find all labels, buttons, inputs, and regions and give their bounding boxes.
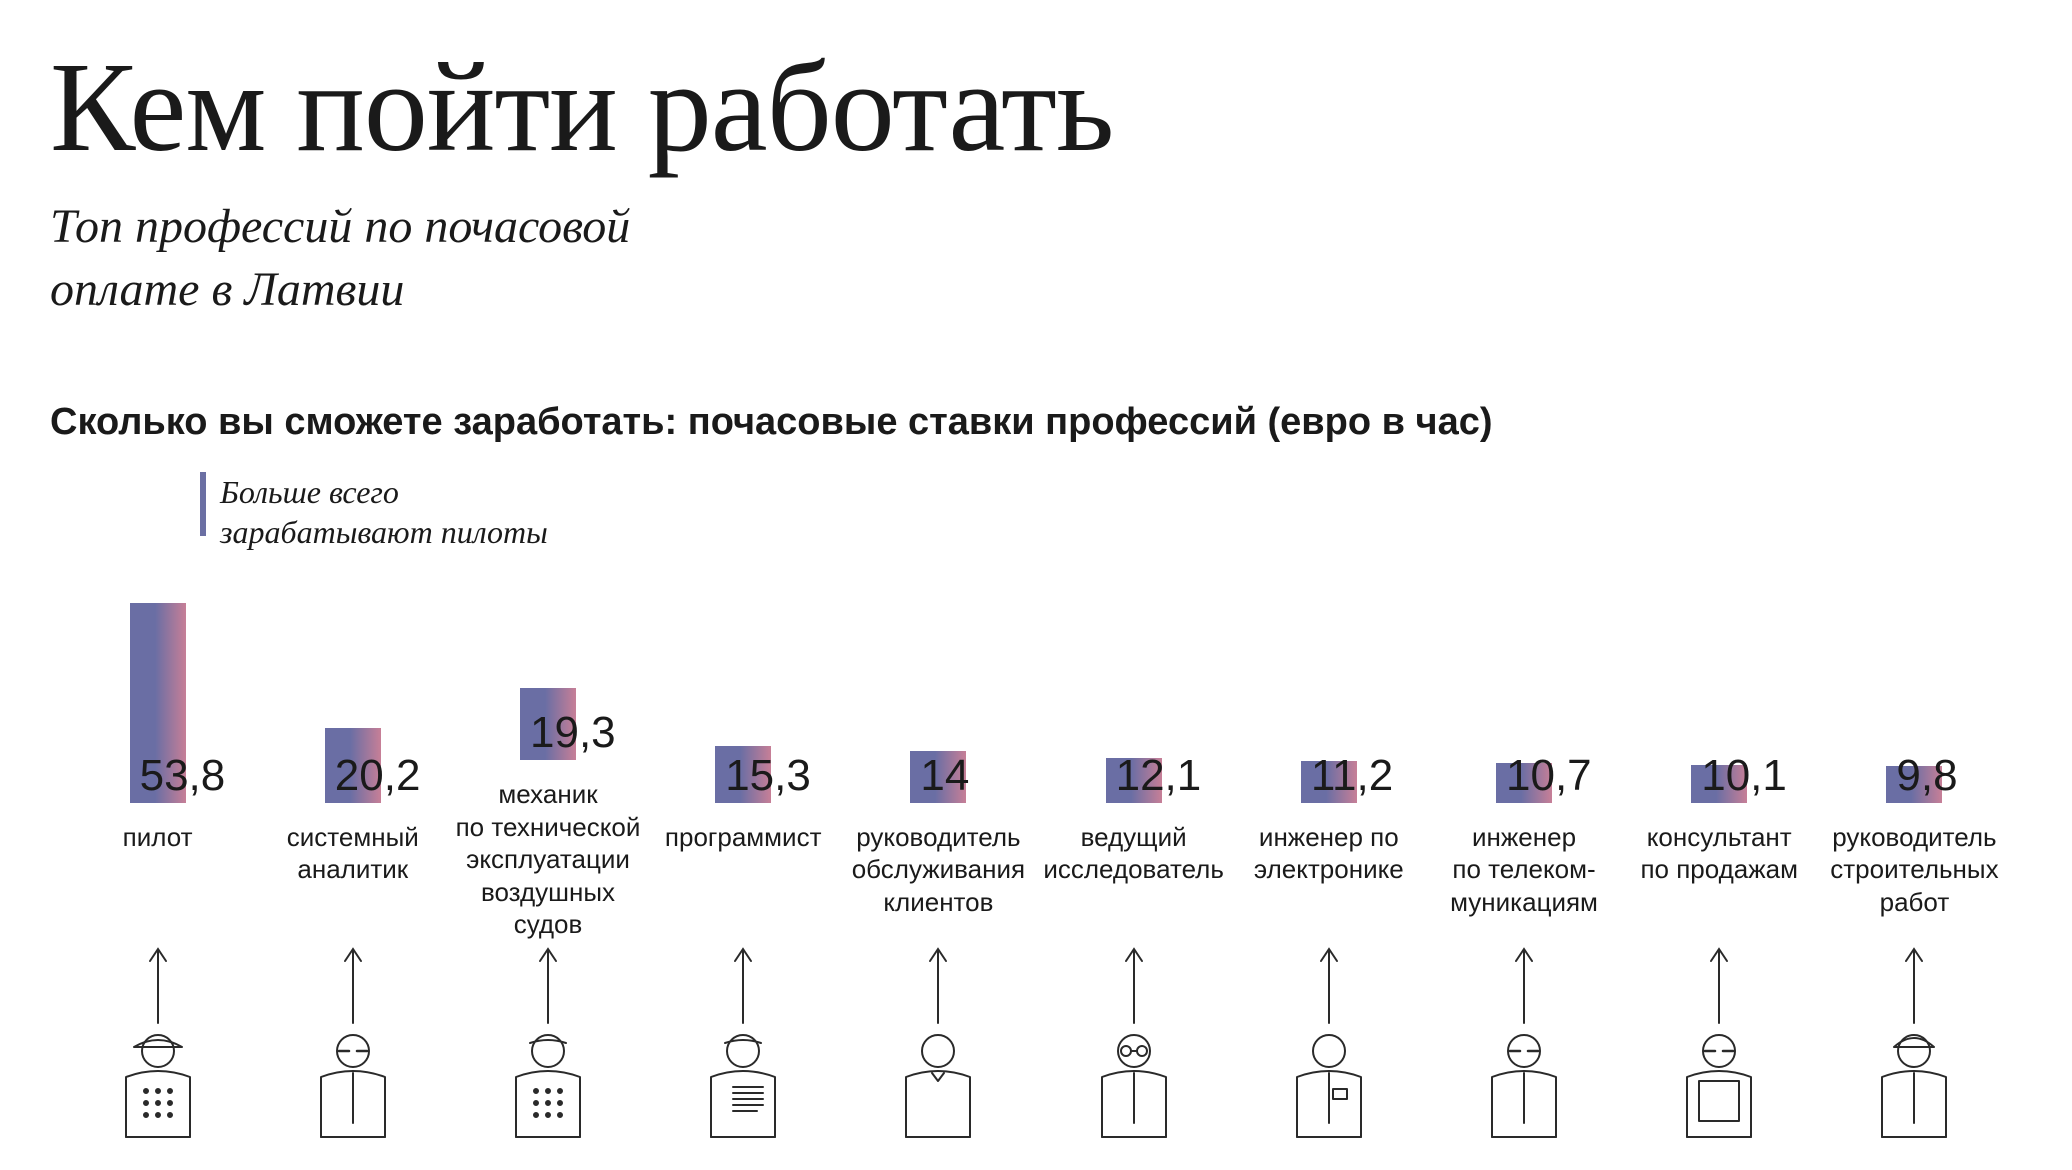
profession-label: инженерпо телеком-муникациям — [1450, 821, 1598, 941]
bar-value-label: 10,7 — [1506, 751, 1592, 801]
profession-label: системныйаналитик — [287, 821, 419, 941]
profession-label-line: руководитель — [1832, 822, 1996, 852]
profession-label-line: воздушных судов — [481, 877, 615, 940]
profession-label-line: программист — [665, 822, 822, 852]
chart-column: 14 руководительобслуживанияклиентов — [841, 603, 1036, 1139]
subtitle-line: оплате в Латвии — [50, 263, 404, 316]
bar-value-label: 11,2 — [1311, 751, 1393, 801]
up-arrow-icon — [1317, 945, 1341, 1025]
profession-label-line: электронике — [1254, 854, 1404, 884]
profession-label-line: по телеком- — [1452, 854, 1595, 884]
annotation-text: Больше всего зарабатывают пилоты — [220, 472, 548, 552]
up-arrow-icon — [1512, 945, 1536, 1025]
up-arrow-icon — [926, 945, 950, 1025]
bar-wrap: 12,1 — [1036, 603, 1231, 803]
person-figure-icon — [98, 1029, 218, 1139]
chart-column: 15,3 программист — [646, 603, 841, 1139]
chart-column: 19,3 механикпо техническойэксплуатациивоз… — [450, 560, 645, 1139]
hourly-rate-chart: 53,8 пилот 20,2 системныйаналитик 19,3 механи… — [50, 560, 2022, 1139]
bar-value-label: 15,3 — [725, 751, 811, 801]
bar-value-label: 19,3 — [530, 708, 616, 758]
person-figure-icon — [683, 1029, 803, 1139]
annotation-marker — [200, 472, 206, 536]
profession-label-line: консультант — [1647, 822, 1792, 852]
profession-label: руководительстроительныхработ — [1830, 821, 1998, 941]
profession-label-line: инженер по — [1259, 822, 1399, 852]
profession-label: механикпо техническойэксплуатациивоздушн… — [450, 778, 645, 941]
person-figure-icon — [1464, 1029, 1584, 1139]
profession-label-line: инженер — [1472, 822, 1576, 852]
profession-label-line: исследователь — [1043, 854, 1224, 884]
person-figure-icon — [1269, 1029, 1389, 1139]
person-figure-icon — [293, 1029, 413, 1139]
chart-annotation: Больше всего зарабатывают пилоты — [200, 472, 2022, 552]
profession-label-line: аналитик — [297, 854, 408, 884]
up-arrow-icon — [341, 945, 365, 1025]
bar-wrap: 11,2 — [1231, 603, 1426, 803]
profession-label-line: пилот — [123, 822, 193, 852]
profession-label-line: ведущий — [1081, 822, 1187, 852]
profession-label: ведущийисследователь — [1043, 821, 1224, 941]
page-subtitle: Топ профессий по почасовой оплате в Латв… — [50, 196, 2022, 321]
bar-wrap: 20,2 — [255, 603, 450, 803]
profession-label-line: эксплуатации — [466, 844, 630, 874]
up-arrow-icon — [1122, 945, 1146, 1025]
person-figure-icon — [1854, 1029, 1974, 1139]
profession-label: руководительобслуживанияклиентов — [852, 821, 1025, 941]
profession-label: инженер поэлектронике — [1254, 821, 1404, 941]
person-figure-icon — [488, 1029, 608, 1139]
chart-column: 10,1 консультантпо продажам — [1622, 603, 1817, 1139]
profession-label-line: обслуживания — [852, 854, 1025, 884]
bar-wrap: 14 — [841, 603, 1036, 803]
chart-column: 20,2 системныйаналитик — [255, 603, 450, 1139]
profession-label: консультантпо продажам — [1640, 821, 1798, 941]
profession-label-line: по технической — [456, 812, 641, 842]
person-figure-icon — [1659, 1029, 1779, 1139]
bar-wrap: 53,8 — [60, 603, 255, 803]
page-title: Кем пойти работать — [50, 40, 2022, 174]
subtitle-line: Топ профессий по почасовой — [50, 200, 630, 253]
annotation-line: Больше всего — [220, 474, 399, 510]
profession-label-line: по продажам — [1640, 854, 1798, 884]
profession-label-line: системный — [287, 822, 419, 852]
up-arrow-icon — [536, 945, 560, 1025]
bar-wrap: 9,8 — [1817, 603, 2012, 803]
bar-value-label: 12,1 — [1116, 751, 1202, 801]
bar-value-label: 10,1 — [1701, 751, 1787, 801]
infographic-page: Кем пойти работать Топ профессий по поча… — [0, 0, 2072, 1139]
up-arrow-icon — [731, 945, 755, 1025]
chart-column: 9,8 руководительстроительныхработ — [1817, 603, 2012, 1139]
person-figure-icon — [1074, 1029, 1194, 1139]
bar-wrap: 15,3 — [646, 603, 841, 803]
profession-label: пилот — [123, 821, 193, 941]
bar-value-label: 20,2 — [335, 751, 421, 801]
annotation-line: зарабатывают пилоты — [220, 514, 548, 550]
chart-column: 12,1 ведущийисследователь — [1036, 603, 1231, 1139]
profession-label-line: работ — [1880, 887, 1950, 917]
section-heading: Сколько вы сможете заработать: почасовые… — [50, 401, 2022, 444]
bar-wrap: 19,3 — [450, 560, 645, 760]
profession-label-line: руководитель — [856, 822, 1020, 852]
up-arrow-icon — [146, 945, 170, 1025]
profession-label-line: муникациям — [1450, 887, 1598, 917]
bar-wrap: 10,7 — [1426, 603, 1621, 803]
chart-column: 53,8 пилот — [60, 603, 255, 1139]
bar-wrap: 10,1 — [1622, 603, 1817, 803]
profession-label-line: механик — [498, 779, 597, 809]
bar-value-label: 53,8 — [140, 751, 226, 801]
profession-label-line: строительных — [1830, 854, 1998, 884]
bar-value-label: 9,8 — [1896, 751, 1957, 801]
person-figure-icon — [878, 1029, 998, 1139]
profession-label: программист — [665, 821, 822, 941]
profession-label-line: клиентов — [883, 887, 993, 917]
bar-value-label: 14 — [920, 751, 969, 801]
up-arrow-icon — [1707, 945, 1731, 1025]
up-arrow-icon — [1902, 945, 1926, 1025]
chart-column: 11,2 инженер поэлектронике — [1231, 603, 1426, 1139]
chart-column: 10,7 инженерпо телеком-муникациям — [1426, 603, 1621, 1139]
